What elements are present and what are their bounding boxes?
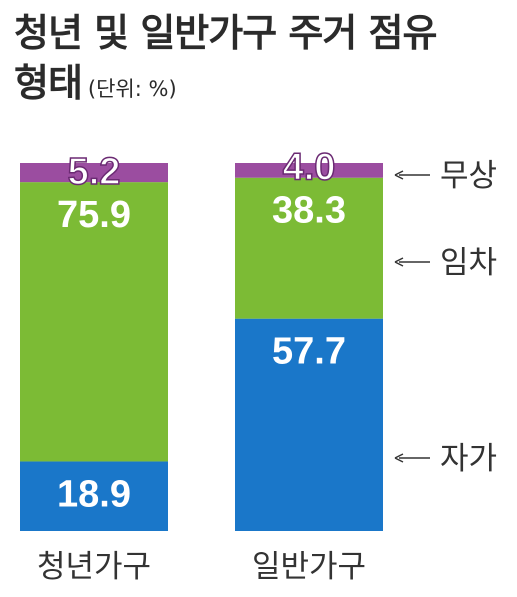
legend-label-1: 임차 (440, 245, 497, 281)
data-label-1-0: 57.7 (272, 331, 346, 373)
title-line-2: 형태 (단위: %) (14, 58, 436, 114)
bar-segment-1-0 (235, 318, 383, 531)
legend-item-0: 자가 (394, 441, 497, 477)
legend-item-2: 무상 (394, 158, 497, 194)
title-line-1: 청년 및 일반가구 주거 점유 (14, 11, 437, 55)
legend-label-0: 자가 (440, 441, 497, 477)
bar-segment-0-0 (20, 461, 168, 531)
data-label-0-1: 75.9 (57, 194, 131, 236)
bar-segment-0-1 (20, 182, 168, 462)
data-label-1-1: 38.3 (272, 190, 346, 232)
category-label-0: 청년가구 (37, 549, 151, 585)
legend-arrowhead-1 (394, 257, 404, 267)
chart-title: 청년 및 일반가구 주거 점유 형태 (단위: %) (14, 8, 437, 114)
legend-item-1: 임차 (394, 245, 497, 281)
unit-label: (단위: %) (87, 77, 177, 101)
bar-segment-1-2 (235, 163, 383, 178)
legend-label-2: 무상 (440, 158, 497, 194)
category-label-1: 일반가구 (252, 549, 366, 585)
title-line-2-text: 형태 (14, 61, 83, 105)
data-label-0-0: 18.9 (57, 473, 131, 515)
data-label-1-2: 4.0 (283, 147, 336, 189)
bar-segment-0-2 (20, 163, 168, 183)
data-label-0-2: 5.2 (68, 151, 121, 193)
legend-arrowhead-0 (394, 453, 404, 463)
legend-arrowhead-2 (394, 170, 404, 180)
bar-segment-1-1 (235, 177, 383, 319)
